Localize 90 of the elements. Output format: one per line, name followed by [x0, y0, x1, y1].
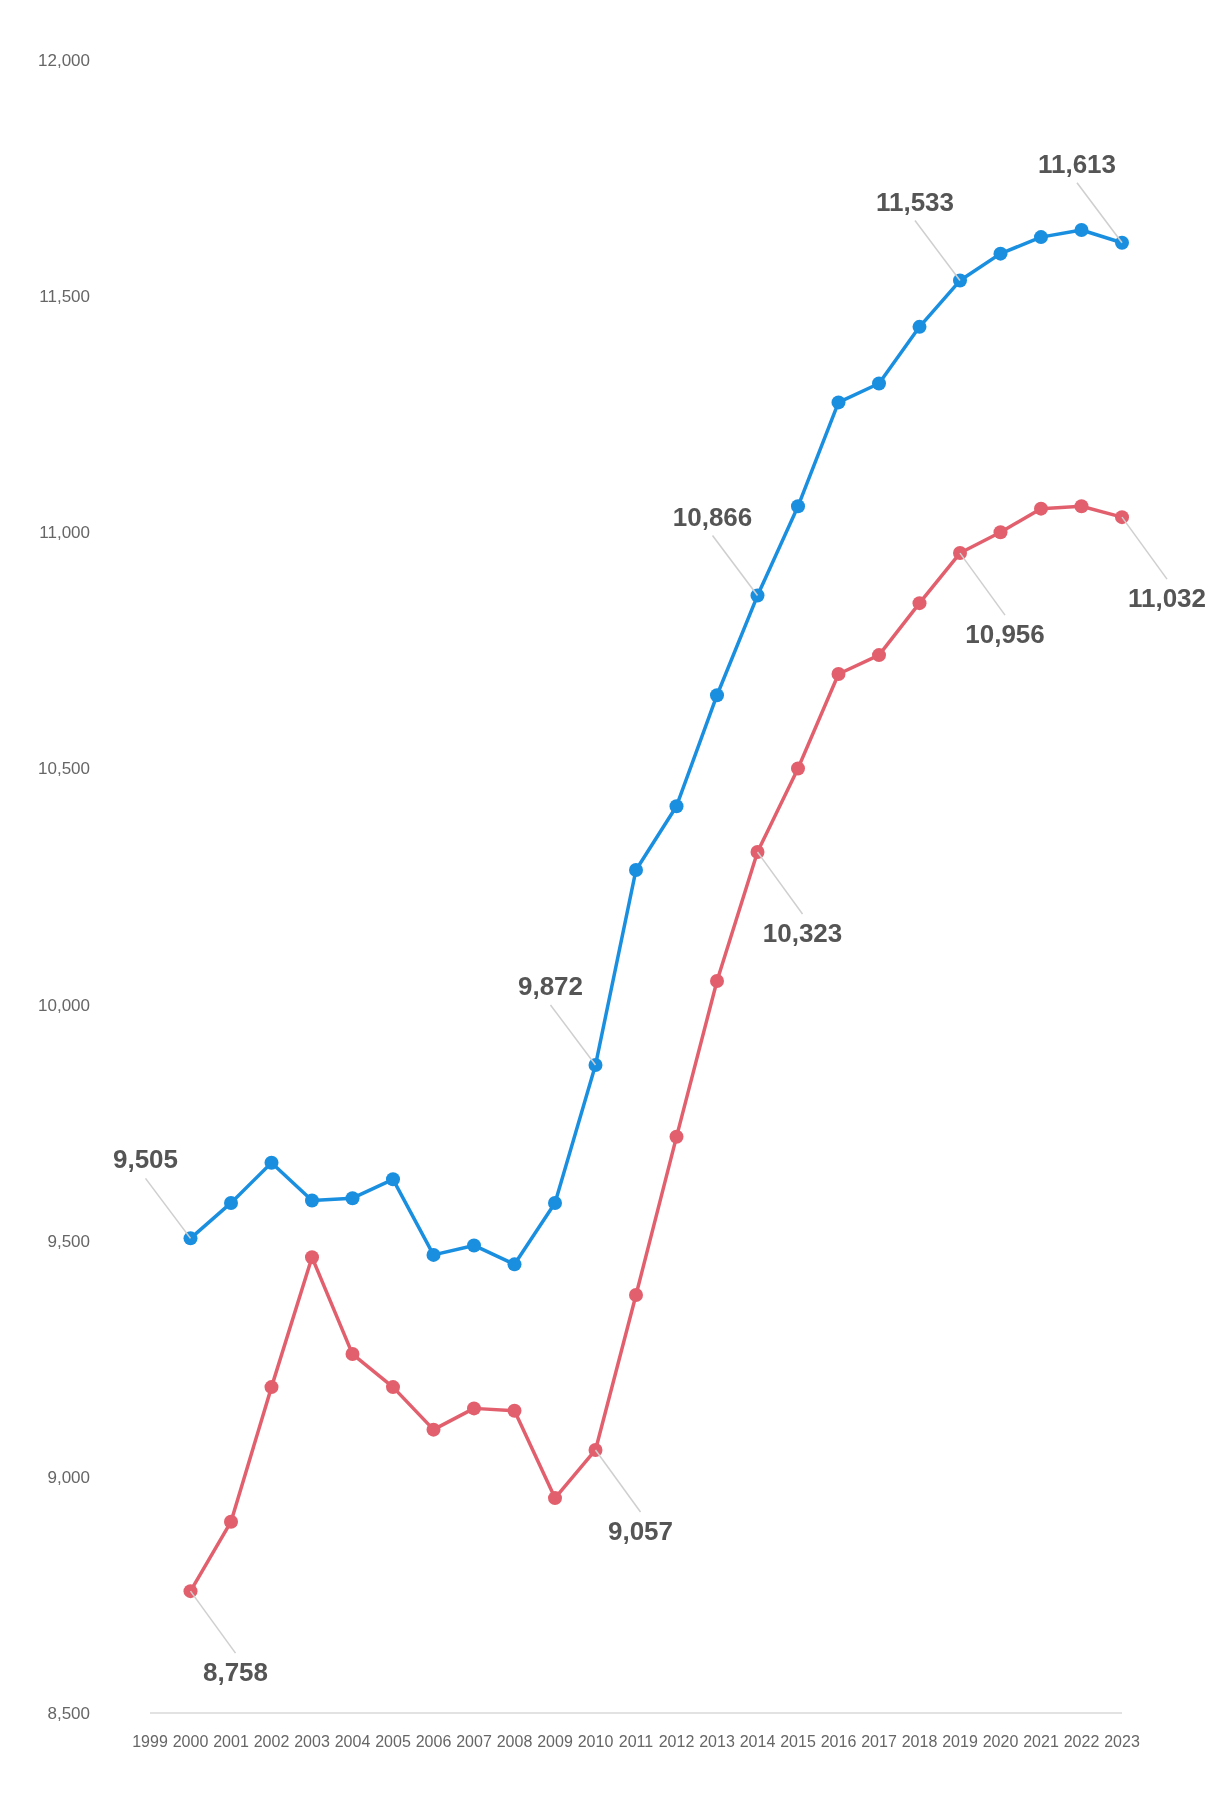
point [993, 246, 1008, 261]
y-tick-label: 9,500 [47, 1231, 90, 1251]
y-tick-label: 11,500 [39, 287, 90, 307]
y-tick-label: 11,000 [39, 523, 90, 543]
y-tick-label: 12,000 [38, 50, 90, 70]
point [426, 1422, 441, 1437]
point [426, 1247, 441, 1262]
x-tick-label: 2008 [496, 1733, 533, 1750]
point [507, 1257, 522, 1272]
x-tick-label: 2011 [618, 1733, 654, 1750]
annotation: 10,866 [672, 501, 753, 532]
point [264, 1155, 279, 1170]
x-tick-label: 2018 [901, 1733, 938, 1750]
point [386, 1380, 400, 1395]
point [953, 273, 967, 288]
x-tick-label: 2010 [577, 1733, 614, 1750]
x-tick-label: 2009 [537, 1733, 573, 1750]
point [183, 1231, 198, 1246]
point [588, 1442, 603, 1457]
point [224, 1195, 238, 1210]
point [710, 973, 724, 988]
y-tick-label: 9,000 [47, 1467, 90, 1487]
y-tick-label: 10,500 [38, 759, 90, 779]
x-tick-label: 2000 [172, 1733, 209, 1750]
point [345, 1347, 360, 1362]
point [831, 666, 846, 681]
point [1074, 223, 1089, 238]
point [791, 761, 805, 776]
x-tick-label: 2007 [456, 1733, 492, 1750]
point [305, 1193, 319, 1208]
y-tick-label: 10,000 [38, 995, 90, 1015]
point [548, 1491, 562, 1506]
point [669, 1129, 684, 1144]
y-tick-label: 8,500 [47, 1703, 90, 1723]
x-tick-label: 2002 [253, 1733, 290, 1750]
x-tick-label: 2004 [334, 1733, 371, 1750]
point [953, 546, 967, 561]
x-tick-label: 2023 [1104, 1733, 1140, 1750]
point [791, 499, 805, 514]
annotation: 11,613 [1037, 148, 1117, 179]
point [710, 688, 724, 703]
point [669, 799, 684, 814]
annotation: 9,872 [517, 971, 584, 1002]
point [872, 648, 886, 663]
point [467, 1401, 481, 1416]
annotation: 9,057 [607, 1515, 674, 1546]
point [750, 845, 765, 860]
annotation: 9,505 [112, 1144, 179, 1175]
x-tick-label: 2001 [213, 1733, 249, 1750]
point [993, 525, 1008, 540]
point [467, 1238, 481, 1253]
point [507, 1403, 522, 1418]
point [1115, 235, 1129, 250]
point [912, 596, 927, 611]
point [588, 1058, 603, 1073]
point [1074, 499, 1089, 514]
x-tick-label: 2017 [861, 1733, 897, 1750]
point [386, 1172, 400, 1187]
x-tick-label: 2022 [1063, 1733, 1100, 1750]
x-tick-label: 2012 [658, 1733, 695, 1750]
point [264, 1380, 279, 1395]
x-tick-label: 2020 [982, 1733, 1019, 1750]
x-tick-label: 2005 [375, 1733, 411, 1750]
point [629, 1288, 643, 1303]
x-tick-label: 2014 [739, 1733, 776, 1750]
point [629, 862, 643, 877]
point [1034, 501, 1048, 516]
x-tick-label: 2013 [699, 1733, 735, 1750]
annotation: 10,956 [965, 619, 1045, 650]
point [831, 395, 846, 410]
point [548, 1195, 562, 1210]
point [224, 1514, 238, 1529]
annotation: 11,032 [1127, 583, 1207, 614]
point [872, 376, 886, 391]
annotation: 11,533 [875, 186, 955, 217]
x-tick-label: 2006 [415, 1733, 452, 1750]
x-tick-label: 2016 [820, 1733, 857, 1750]
x-tick-label: 2003 [294, 1733, 330, 1750]
annotation: 8,758 [202, 1657, 269, 1688]
point [1034, 230, 1048, 245]
x-tick-label: 2015 [780, 1733, 816, 1750]
x-tick-label: 2019 [942, 1733, 978, 1750]
point [305, 1250, 319, 1265]
x-tick-label: 2021 [1023, 1733, 1059, 1750]
annotation: 10,323 [762, 918, 843, 949]
point [345, 1191, 360, 1206]
point [912, 319, 927, 334]
x-tick-label: 1999 [132, 1733, 168, 1750]
point [1115, 510, 1129, 525]
point [183, 1584, 198, 1599]
